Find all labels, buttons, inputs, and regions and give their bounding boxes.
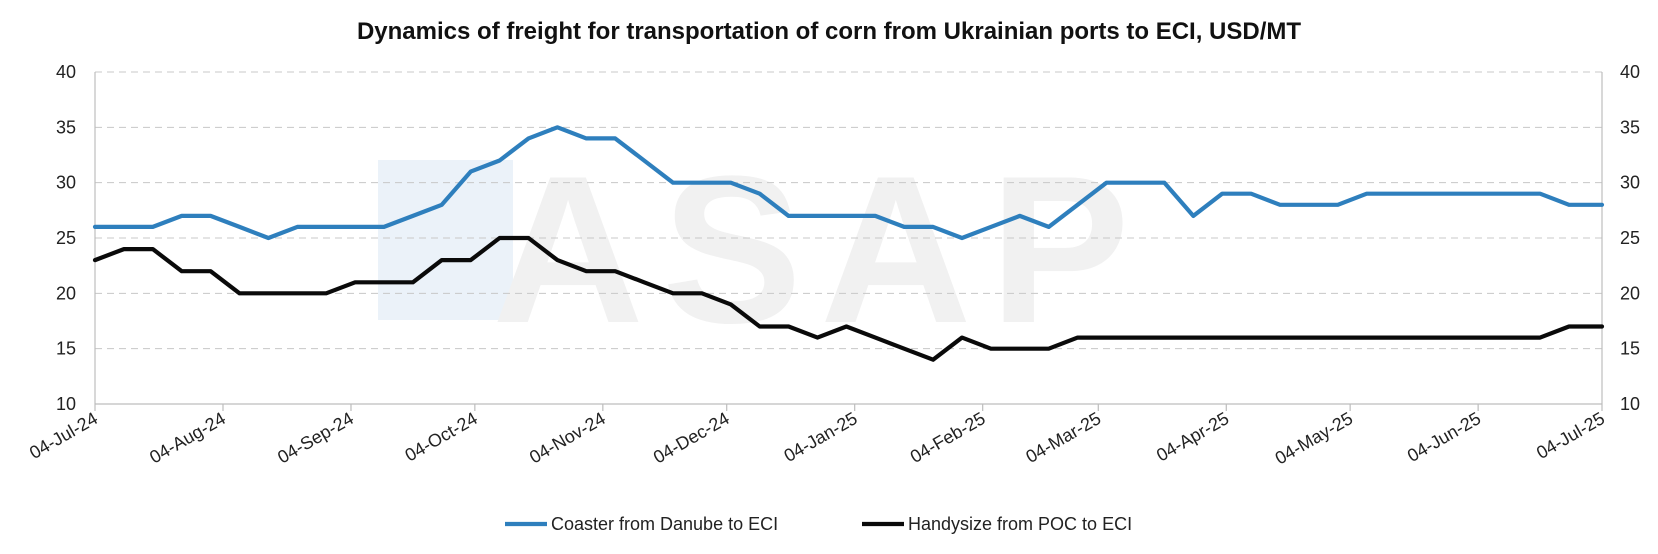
series-line-1 — [92, 125, 1605, 241]
y-tick-label-right: 40 — [1620, 62, 1640, 82]
y-tick-label-right: 10 — [1620, 394, 1640, 414]
x-tick-label: 04-Dec-24 — [650, 408, 733, 467]
y-tick-label-right: 35 — [1620, 117, 1640, 137]
x-tick-label: 04-Feb-25 — [907, 408, 989, 467]
legend-label-2: Handysize from POC to ECI — [908, 514, 1132, 534]
y-tick-label-right: 30 — [1620, 173, 1640, 193]
x-tick-label: 04-Jul-25 — [1533, 408, 1608, 463]
y-tick-label-left: 35 — [56, 117, 76, 137]
x-tick-label: 04-Mar-25 — [1022, 408, 1104, 467]
x-tick-label: 04-Jun-25 — [1404, 408, 1484, 466]
x-tick-label: 04-Jul-24 — [26, 408, 101, 463]
chart-title: Dynamics of freight for transportation o… — [357, 18, 1301, 45]
x-tick-label: 04-Sep-24 — [274, 408, 357, 467]
y-tick-label-right: 15 — [1620, 339, 1640, 359]
watermark-text: ASAP — [492, 132, 1147, 367]
series-lines — [92, 125, 1605, 362]
watermark-logo: ASAP — [378, 132, 1147, 367]
y-tick-label-left: 30 — [56, 173, 76, 193]
x-tick-label: 04-Oct-24 — [402, 408, 481, 465]
y-tick-label-left: 10 — [56, 394, 76, 414]
y-tick-label-left: 15 — [56, 339, 76, 359]
legend-label-1: Coaster from Danube to ECI — [551, 514, 778, 534]
y-tick-label-left: 25 — [56, 228, 76, 248]
x-tick-label: 04-Aug-24 — [146, 408, 229, 467]
y-tick-label-right: 20 — [1620, 283, 1640, 303]
y-tick-label-left: 40 — [56, 62, 76, 82]
x-tick-label: 04-Jan-25 — [780, 408, 860, 466]
x-tick-label: 04-Apr-25 — [1153, 408, 1232, 465]
series-line-2 — [92, 235, 1605, 362]
x-tick-label: 04-Nov-24 — [526, 408, 609, 467]
y-tick-label-left: 20 — [56, 283, 76, 303]
y-tick-label-right: 25 — [1620, 228, 1640, 248]
x-tick-label: 04-May-25 — [1272, 408, 1357, 468]
legend: Coaster from Danube to ECI Handysize from… — [505, 514, 1132, 534]
